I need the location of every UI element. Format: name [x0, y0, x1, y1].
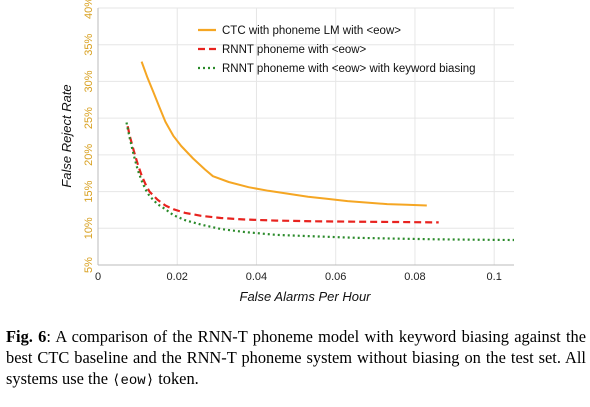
x-tick-label: 0.1	[487, 271, 502, 283]
series-lines	[125, 61, 515, 242]
caption-text-end: token.	[154, 369, 199, 388]
y-tick-label: 25%	[83, 107, 95, 129]
x-tick-label: 0	[95, 271, 101, 283]
x-tick-label: 0.06	[325, 271, 346, 283]
x-tick-label: 0.08	[404, 271, 425, 283]
y-tick-label: 30%	[83, 70, 95, 92]
y-tick-label: 10%	[83, 217, 95, 239]
legend: CTC with phoneme LM with <eow> RNNT phone…	[198, 25, 476, 75]
y-axis-label: False Reject Rate	[59, 84, 74, 187]
x-tick-label: 0.04	[246, 271, 267, 283]
figure-label: Fig. 6	[6, 327, 47, 346]
figure-caption: Fig. 6: A comparison of the RNN-T phonem…	[6, 326, 586, 392]
y-tick-label: 35%	[83, 33, 95, 55]
y-tick-label: 15%	[83, 180, 95, 202]
legend-label-2: RNNT phoneme with <eow>	[222, 44, 367, 56]
series-line-3	[125, 122, 515, 242]
x-tick-label: 0.02	[167, 271, 188, 283]
line-chart: 0 0.02 0.04 0.06 0.08 0.1 5% 10% 15% 20% 25% 30% 35%…	[59, 0, 515, 304]
legend-label-1: CTC with phoneme LM with <eow>	[222, 25, 401, 37]
series-line-2	[126, 125, 439, 224]
y-tick-label: 40%	[83, 0, 95, 19]
tick-labels: 0 0.02 0.04 0.06 0.08 0.1 5% 10% 15% 20% 25% 30% 35%…	[83, 0, 502, 283]
x-axis-label: False Alarms Per Hour	[240, 289, 372, 304]
caption-text: : A comparison of the RNN-T phoneme mode…	[6, 327, 586, 388]
y-tick-label: 5%	[83, 257, 95, 273]
grid	[97, 7, 514, 266]
legend-label-3: RNNT phoneme with <eow> with keyword bia…	[222, 63, 476, 75]
eow-token: ⟨eow⟩	[112, 373, 155, 389]
axes	[97, 8, 514, 266]
series-line-1	[140, 61, 427, 207]
y-tick-label: 20%	[83, 144, 95, 166]
